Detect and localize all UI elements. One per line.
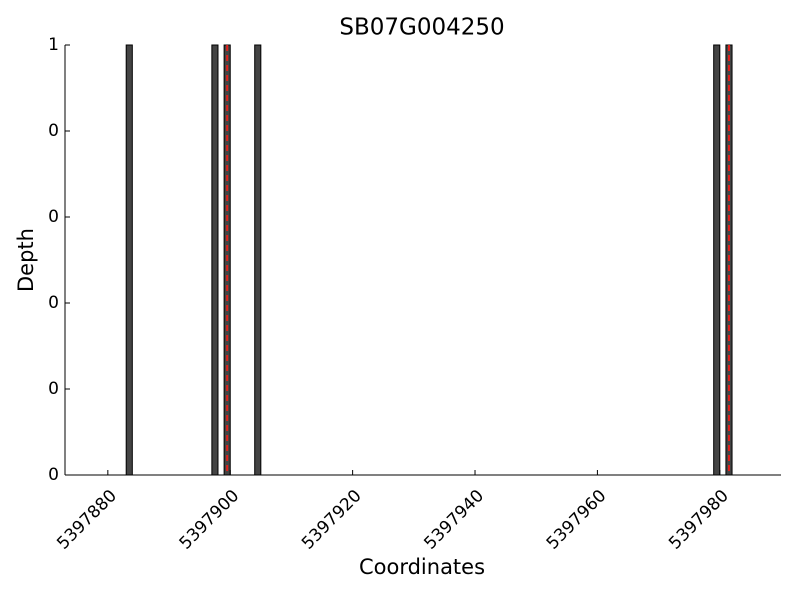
x-axis-label: Coordinates xyxy=(359,555,485,579)
bar xyxy=(713,44,721,476)
y-axis-label: Depth xyxy=(14,228,38,292)
y-tick-label: 0 xyxy=(48,207,59,227)
x-tick-label: 5397920 xyxy=(298,486,366,554)
y-tick-label: 0 xyxy=(48,121,59,141)
bar xyxy=(211,44,219,476)
bar xyxy=(254,44,262,476)
y-tick-label: 0 xyxy=(48,465,59,485)
y-tick-label: 1 xyxy=(48,35,59,55)
x-tick-label: 5397900 xyxy=(176,486,244,554)
x-tick-label: 5397980 xyxy=(665,486,733,554)
chart-title: SB07G004250 xyxy=(339,15,504,41)
x-tick-label: 5397880 xyxy=(53,486,121,554)
y-tick-label: 0 xyxy=(48,293,59,313)
x-tick-label: 5397960 xyxy=(543,486,611,554)
x-tick-label: 5397940 xyxy=(420,486,488,554)
y-tick-label: 0 xyxy=(48,379,59,399)
bar xyxy=(125,44,133,476)
